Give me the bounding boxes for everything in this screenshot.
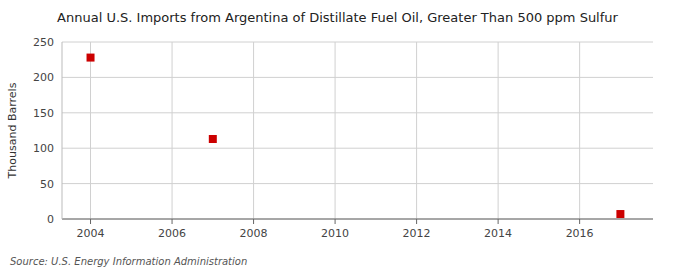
x-tick: [90, 219, 91, 224]
y-tick-label: 100: [33, 142, 54, 155]
y-grid-line: [62, 42, 653, 43]
data-point: [616, 210, 624, 218]
x-tick: [253, 219, 254, 224]
x-tick-label: 2006: [158, 227, 186, 240]
y-tick-label: 250: [33, 36, 54, 49]
data-point: [87, 54, 95, 62]
x-tick: [416, 219, 417, 224]
x-grid-line: [416, 42, 417, 219]
x-tick: [579, 219, 580, 224]
x-tick-label: 2012: [403, 227, 431, 240]
x-tick-label: 2016: [566, 227, 594, 240]
x-tick-label: 2008: [240, 227, 268, 240]
chart: 0 50 100 150 200 250 2004 2006 2008 2010 2012 2014 2…: [0, 0, 675, 275]
x-tick-label: 2014: [484, 227, 512, 240]
y-grid-line: [62, 77, 653, 78]
x-tick: [498, 219, 499, 224]
x-tick: [172, 219, 173, 224]
points: [87, 54, 625, 218]
y-axis-line: [62, 42, 63, 219]
data-point: [209, 135, 217, 143]
y-grid-line: [62, 148, 653, 149]
x-grid-line: [335, 42, 336, 219]
y-axis-label: Thousand Barrels: [6, 82, 19, 179]
source: Source: U.S. Energy Information Administ…: [10, 256, 247, 267]
x-tick-label: 2004: [77, 227, 105, 240]
y-grid-line: [62, 112, 653, 113]
x-grid-line: [253, 42, 254, 219]
y-tick-label: 50: [40, 178, 54, 191]
x-tick-label: 2010: [321, 227, 349, 240]
grid: [62, 42, 653, 219]
y-tick-label: 200: [33, 71, 54, 84]
y-tick-label: 0: [47, 213, 54, 226]
x-grid-line: [172, 42, 173, 219]
chart-container: 0 50 100 150 200 250 2004 2006 2008 2010 2012 2014 2…: [0, 0, 675, 275]
x-tick: [335, 219, 336, 224]
x-grid-line: [498, 42, 499, 219]
x-grid-line: [90, 42, 91, 219]
x-grid-line: [579, 42, 580, 219]
x-axis-line: [62, 219, 653, 220]
y-grid-line: [62, 219, 653, 220]
y-tick-label: 150: [33, 107, 54, 120]
title: Annual U.S. Imports from Argentina of Di…: [57, 10, 618, 25]
y-grid-line: [62, 183, 653, 184]
